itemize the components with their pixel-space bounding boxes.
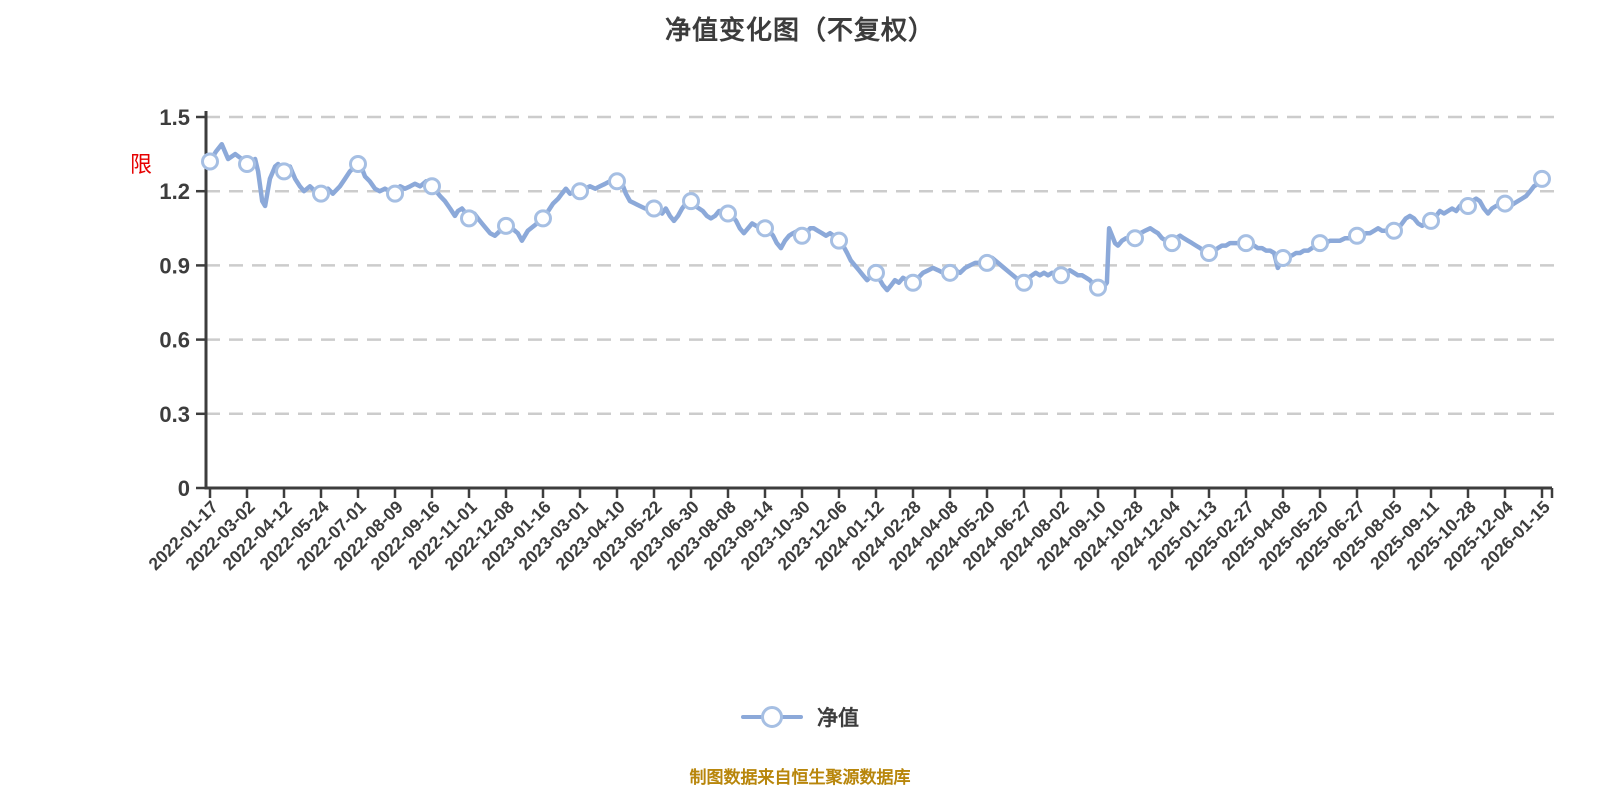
data-point-marker[interactable] [1200, 244, 1218, 263]
data-source-note: 制图数据来自恒生聚源数据库 [689, 768, 911, 787]
data-point-marker[interactable] [1459, 197, 1477, 216]
data-point-marker[interactable] [534, 209, 552, 228]
data-point-marker[interactable] [830, 231, 848, 250]
purchase-limit-flag: 限 [130, 152, 152, 177]
data-point-marker[interactable] [867, 263, 885, 282]
data-point-marker[interactable] [1422, 211, 1440, 230]
data-point-marker[interactable] [497, 216, 515, 235]
data-point-marker[interactable] [201, 152, 219, 171]
data-point-marker[interactable] [1015, 273, 1033, 292]
data-point-marker[interactable] [1126, 229, 1144, 248]
data-point-marker[interactable] [349, 154, 367, 173]
y-tick-label: 1.2 [159, 179, 190, 204]
data-point-marker[interactable] [1052, 266, 1070, 285]
legend[interactable]: 净值 [0, 702, 1600, 732]
data-point-marker[interactable] [1237, 234, 1255, 253]
data-point-marker[interactable] [571, 182, 589, 201]
data-point-marker[interactable] [978, 253, 996, 272]
data-point-marker[interactable] [275, 162, 293, 181]
legend-label: 净值 [817, 707, 859, 730]
net-value-chart: 00.30.60.91.21.52022-01-172022-03-022022… [130, 105, 1556, 574]
data-point-marker[interactable] [1274, 248, 1292, 267]
data-point-marker[interactable] [645, 199, 663, 218]
y-tick-label: 0.9 [159, 253, 190, 278]
y-tick-label: 0.3 [159, 402, 190, 427]
data-point-marker[interactable] [756, 219, 774, 238]
data-point-marker[interactable] [719, 204, 737, 223]
y-tick-label: 0 [178, 476, 190, 501]
data-point-marker[interactable] [1348, 226, 1366, 245]
data-point-marker[interactable] [423, 177, 441, 196]
data-point-marker[interactable] [460, 209, 478, 228]
y-tick-label: 0.6 [159, 328, 190, 353]
data-point-marker[interactable] [1163, 234, 1181, 253]
data-point-marker[interactable] [1533, 169, 1551, 188]
data-point-marker[interactable] [386, 184, 404, 203]
data-point-marker[interactable] [312, 184, 330, 203]
data-point-marker[interactable] [682, 192, 700, 211]
data-point-marker[interactable] [608, 172, 626, 191]
data-point-marker[interactable] [941, 263, 959, 282]
data-point-marker[interactable] [904, 273, 922, 292]
data-point-marker[interactable] [238, 154, 256, 173]
y-tick-label: 1.5 [159, 105, 190, 130]
chart-title: 净值变化图（不复权） [664, 15, 935, 45]
legend-line-marker-icon [741, 706, 803, 728]
data-point-marker[interactable] [1385, 221, 1403, 240]
data-point-marker[interactable] [1089, 278, 1107, 297]
data-point-marker[interactable] [1311, 234, 1329, 253]
data-point-marker[interactable] [793, 226, 811, 245]
net-value-line [207, 141, 1545, 293]
data-point-marker[interactable] [1496, 194, 1514, 213]
